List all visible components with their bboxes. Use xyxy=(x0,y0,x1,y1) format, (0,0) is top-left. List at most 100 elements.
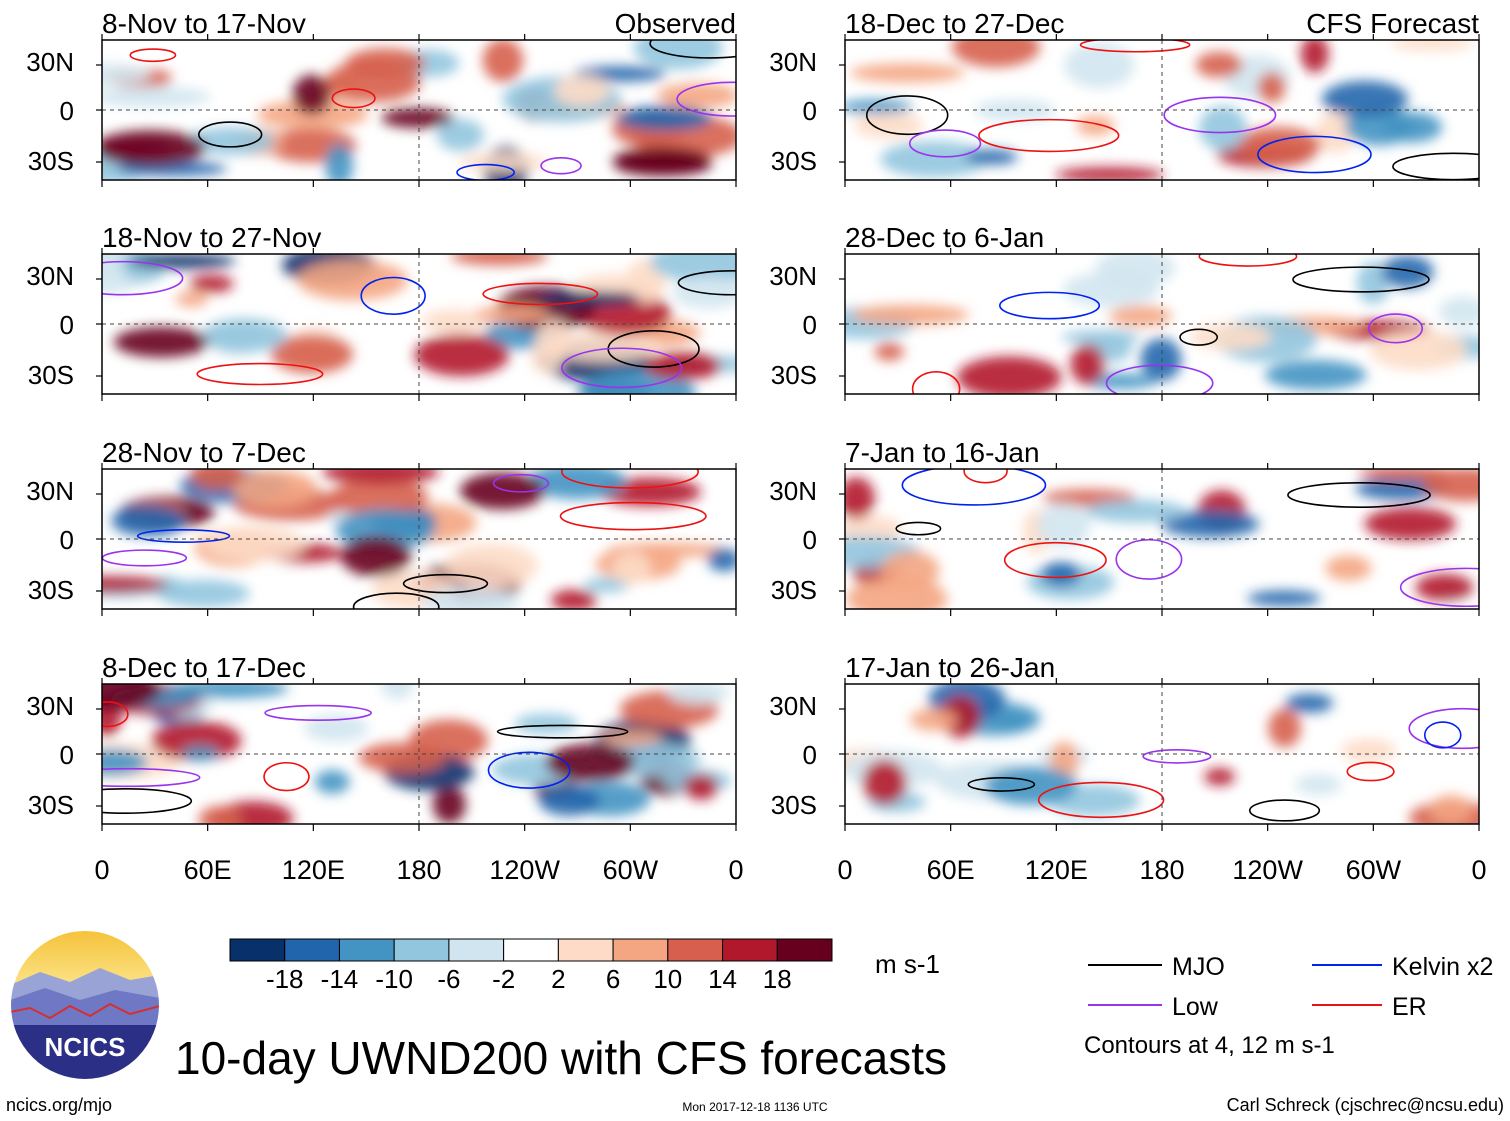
column-header: CFS Forecast xyxy=(1306,8,1479,39)
contour-line xyxy=(676,81,736,117)
anomaly-blob xyxy=(1195,51,1243,78)
anomaly-blob xyxy=(475,305,549,324)
anomaly-blob xyxy=(189,274,234,293)
y-tick-label: 30S xyxy=(771,790,817,820)
y-tick-label: 0 xyxy=(60,96,74,126)
anomaly-blob xyxy=(1364,507,1457,541)
x-tick-label: 120E xyxy=(282,855,345,885)
anomaly-blob xyxy=(684,774,719,800)
anomaly-blob xyxy=(1422,469,1479,502)
panel-period: 18-Nov to 27-Nov xyxy=(102,222,321,253)
anomaly-blob xyxy=(599,730,663,746)
y-tick-label: 30S xyxy=(28,360,74,390)
anomaly-blob xyxy=(292,74,331,115)
y-tick-label: 30N xyxy=(769,691,817,721)
anomaly-blob xyxy=(1268,708,1301,748)
contour-line xyxy=(540,157,582,175)
anomaly-blob xyxy=(231,469,318,508)
anomaly-blob xyxy=(102,576,169,593)
y-tick-label: 0 xyxy=(803,525,817,555)
anomaly-blob xyxy=(381,108,454,129)
anomaly-blob xyxy=(874,342,905,361)
colorbar-label: -18 xyxy=(266,964,304,994)
contour-line xyxy=(1257,135,1372,174)
contour-line xyxy=(360,276,426,315)
anomaly-blob xyxy=(414,333,510,377)
colorbar-swatch xyxy=(229,938,286,962)
y-tick-label: 30N xyxy=(26,261,74,291)
anomaly-blob xyxy=(1085,499,1187,523)
colorbar-label: -10 xyxy=(375,964,413,994)
anomaly-blob xyxy=(1189,323,1272,350)
contour-line xyxy=(895,521,942,536)
map-panel: 17-Jan to 26-Jan 30N 0 30S xyxy=(769,652,1480,831)
anomaly-blob xyxy=(202,318,288,353)
colorbar-label: 10 xyxy=(653,964,682,994)
map-panel: 28-Nov to 7-Dec 30N 0 30S xyxy=(26,437,737,616)
anomaly-blob xyxy=(459,152,547,172)
legend-label-er: ER xyxy=(1392,993,1427,1021)
colorbar-label: -2 xyxy=(492,964,515,994)
colorbar-label: -6 xyxy=(437,964,460,994)
x-tick-label: 60E xyxy=(927,855,975,885)
colorbar-swatch xyxy=(557,938,614,962)
anomaly-blob xyxy=(1076,115,1115,136)
anomaly-blob xyxy=(854,112,924,139)
anomaly-blob xyxy=(650,254,736,283)
y-tick-label: 30S xyxy=(771,360,817,390)
anomaly-blob xyxy=(190,469,244,490)
anomaly-blob xyxy=(984,766,1078,806)
anomaly-blob xyxy=(527,469,627,500)
anomaly-blob xyxy=(450,254,548,266)
panel-period: 7-Jan to 16-Jan xyxy=(845,437,1040,468)
x-tick-label: 60W xyxy=(1346,855,1402,885)
ncics-logo: NCICS xyxy=(9,929,161,1081)
anomaly-blob xyxy=(583,577,630,593)
anomaly-blob xyxy=(880,141,989,178)
anomaly-blob xyxy=(330,477,428,517)
panel-period: 8-Dec to 17-Dec xyxy=(102,652,306,683)
y-tick-label: 0 xyxy=(60,740,74,770)
contour-line xyxy=(102,260,184,296)
column-header: Observed xyxy=(615,8,736,39)
footer-url: ncics.org/mjo xyxy=(6,1095,112,1115)
anomaly-blob xyxy=(1285,693,1334,713)
contour-line xyxy=(561,347,683,389)
contour-line xyxy=(561,469,699,489)
y-tick-label: 30N xyxy=(26,691,74,721)
anomaly-blob xyxy=(845,476,875,520)
contour-line xyxy=(1115,538,1183,580)
anomaly-blob xyxy=(1247,590,1321,607)
anomaly-blob xyxy=(616,105,713,131)
anomaly-blob xyxy=(102,64,152,86)
contour-line xyxy=(1248,799,1321,822)
y-tick-label: 30N xyxy=(26,47,74,77)
contour-line xyxy=(1287,482,1431,508)
anomaly-blob xyxy=(1203,768,1236,786)
anomaly-blob xyxy=(538,784,600,816)
anomaly-blob xyxy=(111,505,186,537)
x-tick-label: 0 xyxy=(728,855,743,885)
anomaly-blob xyxy=(270,334,354,374)
colorbar-swatch xyxy=(393,938,450,962)
anomaly-blob xyxy=(1199,105,1247,151)
anomaly-blob xyxy=(514,713,579,734)
anomaly-blob xyxy=(113,326,209,358)
contour-line xyxy=(963,469,1008,484)
contour-line xyxy=(496,724,629,739)
anomaly-blob xyxy=(554,75,610,107)
colorbar-label: 2 xyxy=(551,964,565,994)
colorbar-swatch xyxy=(667,938,724,962)
contour-line xyxy=(1142,749,1212,764)
anomaly-blob xyxy=(1264,360,1367,390)
colorbar-label: -14 xyxy=(321,964,359,994)
anomaly-blob xyxy=(151,720,242,761)
contour-line xyxy=(1198,254,1298,267)
anomaly-field xyxy=(102,254,736,394)
footer-author: Carl Schreck (cjschrec@ncsu.edu) xyxy=(1227,1095,1504,1115)
colorbar: -18 -14 -10 -6 -2 2 6 10 14 18 xyxy=(229,938,833,994)
anomaly-blob xyxy=(171,684,289,698)
colorbar-label: 14 xyxy=(708,964,737,994)
contour-line xyxy=(978,118,1120,153)
anomaly-blob xyxy=(1140,338,1182,382)
